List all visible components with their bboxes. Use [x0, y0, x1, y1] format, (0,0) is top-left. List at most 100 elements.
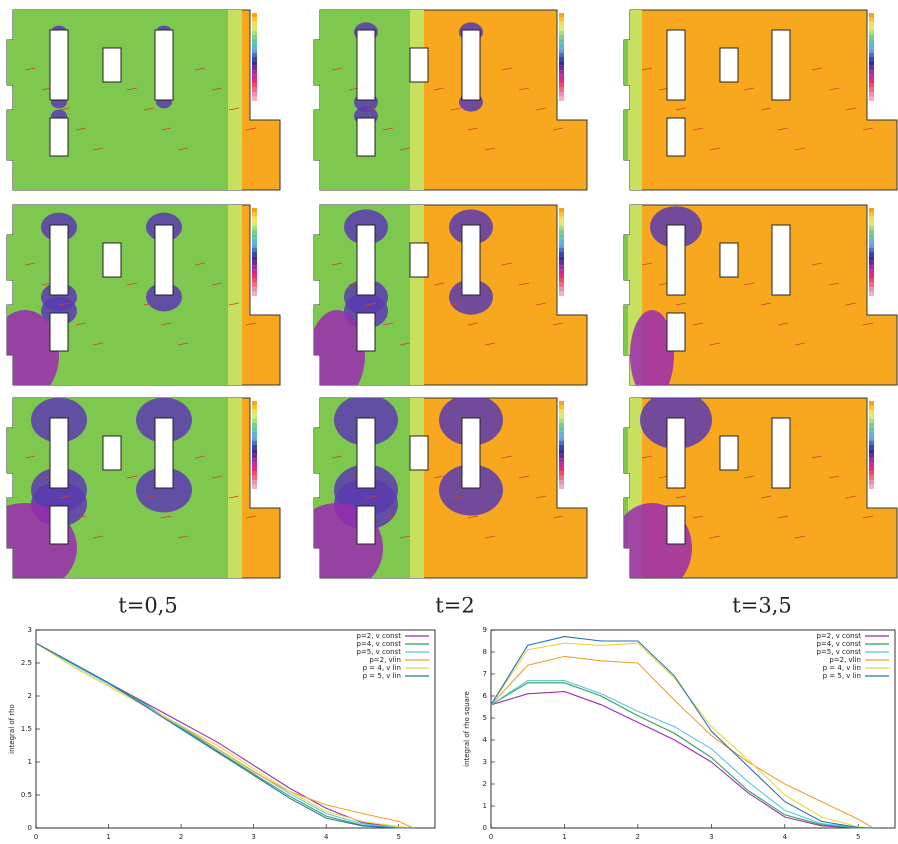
colorbar-cell — [869, 454, 874, 458]
colorbar-cell — [869, 476, 874, 480]
colorbar-cell — [869, 449, 874, 453]
obstacle — [410, 436, 428, 470]
colorbar-cell — [559, 75, 564, 79]
colorbar-cell — [252, 265, 257, 269]
colorbar-cell — [869, 61, 874, 65]
colorbar-cell — [559, 97, 564, 101]
obstacle — [720, 48, 738, 82]
x-tick-label: 1 — [106, 833, 110, 841]
colorbar-cell — [252, 44, 257, 48]
y-tick-label: 1.5 — [21, 725, 32, 733]
colorbar-cell — [869, 217, 874, 221]
obstacle — [772, 418, 790, 488]
colorbar-cell — [559, 432, 564, 436]
y-tick-label: 1 — [483, 802, 487, 810]
colorbar-cell — [252, 410, 257, 414]
obstacle — [410, 48, 428, 82]
colorbar-cell — [559, 53, 564, 57]
colorbar-cell — [559, 441, 564, 445]
colorbar-cell — [869, 13, 874, 17]
colorbar-cell — [252, 53, 257, 57]
obstacle — [50, 313, 68, 351]
obstacle — [720, 243, 738, 277]
colorbar-cell — [869, 292, 874, 296]
legend-label: p=2, v const — [816, 632, 861, 640]
sim-panel — [312, 10, 587, 190]
obstacle — [410, 243, 428, 277]
colorbar-cell — [559, 66, 564, 70]
obstacle — [103, 243, 121, 277]
series-line — [36, 643, 413, 828]
obstacle — [772, 225, 790, 295]
colorbar-cell — [252, 445, 257, 449]
colorbar-cell — [559, 270, 564, 274]
colorbar-cell — [559, 292, 564, 296]
colorbar-cell — [559, 44, 564, 48]
colorbar-cell — [559, 234, 564, 238]
field — [0, 205, 256, 400]
colorbar-cell — [559, 401, 564, 405]
colorbar-cell — [559, 410, 564, 414]
series-line — [36, 643, 413, 828]
colorbar-cell — [869, 88, 874, 92]
y-tick-label: 2 — [28, 692, 32, 700]
series-line — [491, 656, 873, 828]
colorbar-cell — [869, 248, 874, 252]
obstacle — [50, 506, 68, 544]
colorbar-cell — [559, 419, 564, 423]
colorbar-cell — [559, 449, 564, 453]
field — [5, 10, 256, 190]
field — [0, 398, 256, 593]
sim-panel — [622, 205, 897, 400]
colorbar-cell — [252, 454, 257, 458]
y-tick-label: 8 — [483, 648, 487, 656]
obstacle — [772, 30, 790, 100]
colorbar-cell — [559, 485, 564, 489]
obstacle — [357, 225, 375, 295]
colorbar-cell — [252, 83, 257, 87]
colorbar-cell — [869, 226, 874, 230]
colorbar-cell — [559, 212, 564, 216]
colorbar-cell — [559, 471, 564, 475]
colorbar-cell — [252, 401, 257, 405]
colorbar-cell — [252, 79, 257, 83]
colorbar-cell — [252, 66, 257, 70]
colorbar-cell — [869, 274, 874, 278]
colorbar-cell — [559, 256, 564, 260]
obstacle — [50, 418, 68, 488]
colorbar-cell — [252, 217, 257, 221]
colorbar-cell — [559, 405, 564, 409]
colorbar-cell — [252, 414, 257, 418]
colorbar-cell — [252, 22, 257, 26]
colorbar-cell — [252, 283, 257, 287]
colorbar-cell — [252, 252, 257, 256]
colorbar-cell — [869, 39, 874, 43]
colorbar-cell — [869, 252, 874, 256]
y-tick-label: 0 — [28, 824, 32, 832]
colorbar-cell — [559, 221, 564, 225]
y-tick-label: 2 — [483, 780, 487, 788]
colorbar-cell — [559, 217, 564, 221]
colorbar-cell — [559, 480, 564, 484]
colorbar-cell — [869, 427, 874, 431]
colorbar-cell — [559, 436, 564, 440]
y-tick-label: 9 — [483, 626, 487, 634]
obstacle — [357, 30, 375, 100]
colorbar-cell — [252, 48, 257, 52]
series-line — [491, 643, 873, 828]
obstacle — [50, 118, 68, 156]
legend-label: p=4, v const — [816, 640, 861, 648]
colorbar-cell — [252, 248, 257, 252]
y-axis-label: integral of rho square — [463, 691, 471, 767]
colorbar-cell — [559, 88, 564, 92]
light-zone — [628, 10, 642, 190]
colorbar-cell — [559, 226, 564, 230]
colorbar-cell — [869, 221, 874, 225]
colorbar-cell — [559, 287, 564, 291]
colorbar-cell — [869, 405, 874, 409]
figure: t=0,5 t=2 t=3,5 00.511.522.53012345integ… — [0, 0, 898, 844]
colorbar-cell — [559, 423, 564, 427]
obstacle — [155, 225, 173, 295]
colorbar-cell — [252, 405, 257, 409]
colorbar-cell — [252, 436, 257, 440]
